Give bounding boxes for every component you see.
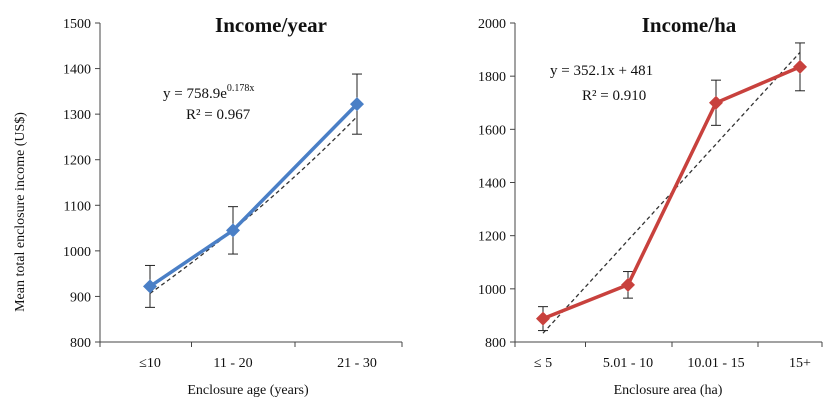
x-tick-label: ≤10	[139, 356, 161, 371]
panel-income-ha: Income/ha Enclosure area (ha) y = 352.1x…	[478, 13, 823, 398]
data-point	[621, 277, 635, 292]
x-tick-label: 11 - 20	[213, 356, 252, 371]
data-point	[793, 59, 807, 74]
x-tick-label: 15+	[789, 356, 811, 371]
y-tick-label: 900	[70, 290, 91, 305]
y-tick-label: 1400	[63, 63, 91, 78]
data-point	[143, 279, 157, 294]
y-tick-label: 800	[70, 336, 91, 351]
y-tick-label: 1800	[478, 70, 506, 85]
y-tick-label: 1100	[64, 199, 91, 214]
y-tick-label: 1000	[63, 245, 91, 260]
x-axis-label: Enclosure area (ha)	[614, 383, 723, 398]
x-tick-label: 5.01 - 10	[603, 356, 653, 371]
panel-income-year: Income/year Mean total enclosure income …	[13, 13, 403, 398]
y-tick-label: 1600	[478, 123, 506, 138]
x-tick-label: 10.01 - 15	[687, 356, 744, 371]
trend-equation: y = 758.9e0.178x	[163, 83, 254, 102]
series-line	[542, 65, 801, 321]
y-tick-label: 1000	[478, 283, 506, 298]
y-tick-label: 1200	[63, 154, 91, 169]
y-tick-label: 1300	[63, 108, 91, 123]
trend-equation-main: y = 758.9e	[163, 86, 227, 102]
trend-r-squared: R² = 0.967	[186, 107, 251, 123]
trendline	[149, 116, 358, 294]
trend-equation-exponent: 0.178x	[227, 83, 255, 94]
plot-area-income-year: 800 900 1000 1100 1200 1300 1400 1500 ≤10 11 - 20…	[63, 17, 403, 371]
y-tick-label: 2000	[478, 17, 506, 32]
x-axis-label: Enclosure age (years)	[187, 383, 309, 398]
series-line	[149, 102, 359, 288]
plot-area-income-ha: 800 1000 1200 1400 1600 1800 2000 ≤ 5 5.01 - 10 1…	[478, 17, 823, 371]
trend-r-squared: R² = 0.910	[582, 88, 646, 104]
data-point	[350, 97, 364, 112]
data-point	[709, 95, 723, 110]
chart-title: Income/ha	[642, 13, 737, 37]
y-tick-label: 1200	[478, 230, 506, 245]
y-tick-label: 800	[485, 336, 506, 351]
data-point	[536, 311, 550, 326]
data-point	[226, 223, 240, 238]
x-tick-label: 21 - 30	[337, 356, 377, 371]
trend-equation: y = 352.1x + 481	[550, 63, 653, 79]
x-tick-label: ≤ 5	[534, 356, 552, 371]
y-axis-label: Mean total enclosure income (US$)	[13, 112, 28, 312]
chart-title: Income/year	[215, 13, 327, 37]
y-tick-label: 1400	[478, 177, 506, 192]
y-tick-label: 1500	[63, 17, 91, 32]
